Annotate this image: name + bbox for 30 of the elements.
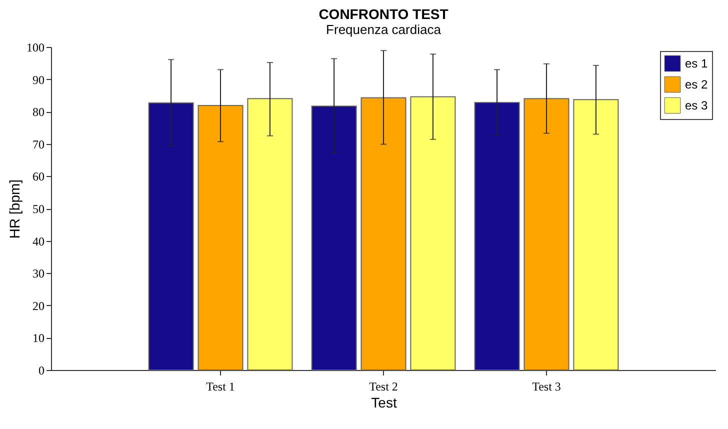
bar xyxy=(360,97,406,370)
y-axis-title: HR [bpm] xyxy=(6,179,22,239)
bar xyxy=(474,102,520,370)
x-tick-label: Test 3 xyxy=(532,380,561,394)
legend-label: es 2 xyxy=(685,78,708,92)
y-tick-label: 10 xyxy=(32,331,44,346)
bar xyxy=(198,104,244,370)
y-tick-label: 20 xyxy=(32,298,44,313)
x-tick-label: Test 2 xyxy=(369,380,398,394)
y-tick-label: 70 xyxy=(32,137,44,152)
bar xyxy=(148,102,194,370)
chart-subtitle: Frequenza cardiaca xyxy=(326,22,442,37)
bar xyxy=(247,98,293,370)
y-tick-label: 60 xyxy=(32,170,44,184)
bar xyxy=(311,106,357,370)
y-tick-label: 100 xyxy=(26,40,44,54)
legend-label: es 3 xyxy=(685,98,708,112)
x-axis-title: Test xyxy=(371,394,397,410)
bar xyxy=(410,96,456,370)
y-tick-label: 30 xyxy=(32,266,44,281)
y-tick-label: 0 xyxy=(38,364,44,378)
bar xyxy=(524,98,570,370)
chart-title: CONFRONTO TEST xyxy=(318,6,449,22)
legend-label: es 1 xyxy=(685,56,708,70)
bar xyxy=(573,99,619,370)
x-tick-label: Test 1 xyxy=(206,380,235,394)
y-tick-label: 90 xyxy=(32,72,44,87)
y-tick-label: 50 xyxy=(32,202,44,216)
y-tick-label: 80 xyxy=(32,105,44,120)
y-tick-label: 40 xyxy=(32,234,44,248)
